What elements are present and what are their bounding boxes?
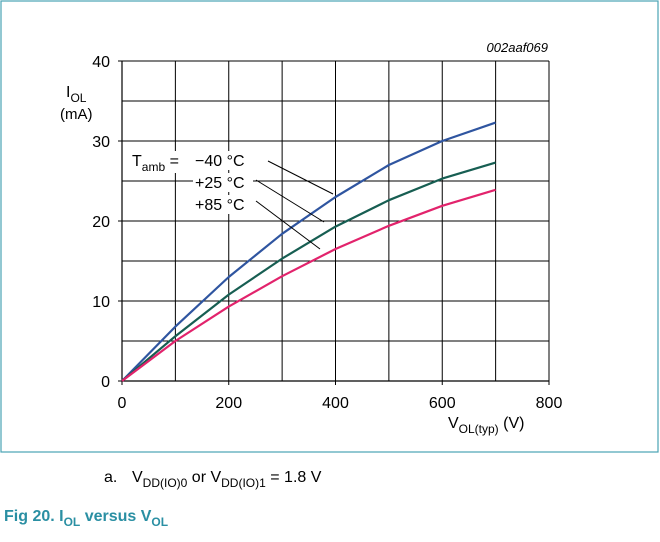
caption: VDD(IO)0 or VDD(IO)1 = 1.8 V [132,469,322,490]
y-label-part: OL [70,91,86,105]
annotation-prefix-part: = [165,153,179,170]
x-tick-label: 400 [322,395,349,412]
leader-line [267,160,334,195]
figure-title-part: OL [64,515,81,529]
y-tick-label: 40 [92,54,110,71]
y-tick-label: 20 [92,214,110,231]
figure-title-part: Fig 20. I [4,508,64,525]
label-background [193,195,253,214]
figure-title-part: versus V [80,508,151,525]
leader-line [255,179,325,223]
annotation-prefix-part: amb [142,160,166,174]
leader-line [255,200,321,250]
series-line [121,188,496,382]
y-label-part: I [66,84,70,101]
series-line [121,121,496,382]
annotation-prefix: Tamb = [132,153,179,174]
figure-title: Fig 20. IOL versus VOL [4,508,168,529]
caption-part: V [132,469,143,486]
x-tick-label: 800 [536,395,563,412]
series-label: +25 °C [195,175,245,192]
x-label-part: OL(typ) [459,422,499,436]
label-background [193,151,253,170]
caption-part: or V [187,469,221,486]
caption-part: = 1.8 V [266,469,322,486]
caption-part: DD(IO)0 [143,476,188,490]
x-tick-label: 600 [429,395,456,412]
x-label-part: (V) [499,415,525,432]
y-label: IOL [66,84,87,105]
frame [0,0,659,453]
series-line [121,161,496,382]
label-background [193,173,253,192]
x-label-part: V [448,415,459,432]
caption-part: DD(IO)1 [221,476,266,490]
x-tick-label: 200 [215,395,242,412]
figure-title-part: OL [151,515,168,529]
series-label: −40 °C [195,153,245,170]
x-tick-label: 0 [118,395,127,412]
y-tick-label: 0 [101,374,110,391]
x-label: VOL(typ) (V) [448,415,524,436]
label-background [130,151,193,173]
annotation-prefix-part: T [132,153,142,170]
caption-label: a. [104,469,117,486]
y-tick-label: 30 [92,134,110,151]
y-unit: (mA) [60,106,93,123]
y-tick-label: 10 [92,294,110,311]
series-label: +85 °C [195,197,245,214]
figure-code: 002aaf069 [487,40,548,55]
